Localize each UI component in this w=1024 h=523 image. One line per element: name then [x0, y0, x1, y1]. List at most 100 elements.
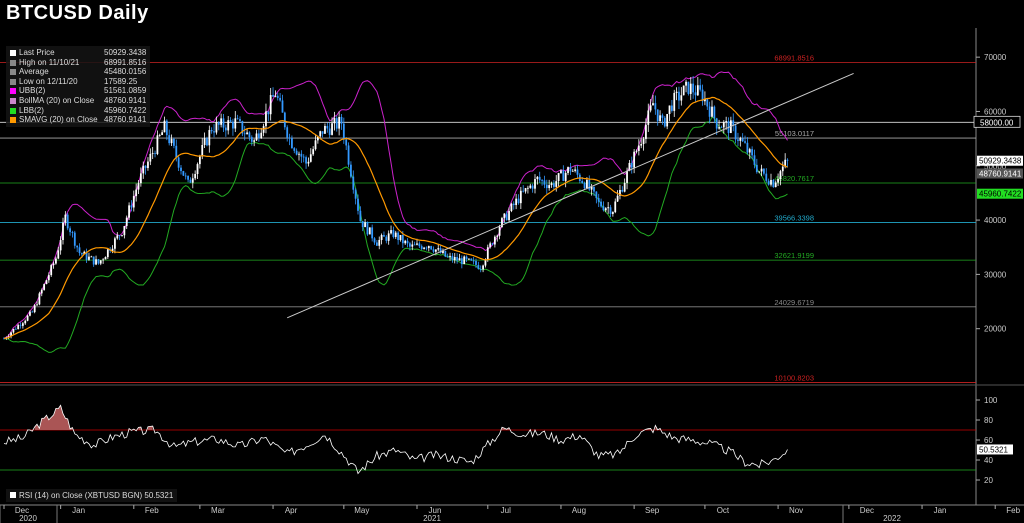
legend-value: 48760.9141	[104, 115, 147, 125]
candle-body	[3, 338, 5, 340]
candle-body	[121, 235, 123, 237]
candle-body	[220, 118, 223, 125]
candle-body	[147, 161, 149, 169]
legend-value: 68991.8516	[104, 57, 147, 67]
candle-body	[399, 235, 402, 241]
candle-body	[472, 260, 475, 262]
level-box	[973, 115, 1021, 128]
candle-body	[175, 145, 178, 158]
candle-body	[316, 136, 319, 141]
candle-body	[241, 121, 244, 134]
candle-body	[229, 120, 232, 122]
candle-body	[477, 264, 480, 269]
candle-body	[102, 259, 105, 261]
candle-body	[569, 167, 572, 172]
candle-body	[168, 135, 171, 144]
candle-body	[208, 130, 211, 146]
candle-body	[217, 122, 220, 125]
candle-body	[161, 132, 164, 135]
candle-body	[668, 105, 671, 115]
candle-body	[142, 165, 145, 174]
candle-body	[163, 120, 166, 133]
legend-value: 51561.0859	[104, 86, 147, 96]
candle-body	[404, 240, 407, 244]
candle-body	[583, 182, 586, 189]
candle-body	[19, 325, 22, 326]
price-label-box	[977, 155, 1023, 166]
legend-value: 48760.9141	[104, 95, 147, 105]
legend-name: SMAVG (20) on Close	[19, 115, 98, 125]
candle-body	[574, 169, 577, 171]
candle-body	[413, 244, 416, 246]
candle-body	[76, 245, 79, 248]
candle-body	[534, 179, 536, 189]
candle-body	[90, 256, 93, 258]
candle-body	[663, 117, 666, 127]
rsi-value-box	[977, 444, 1013, 455]
rsi-tick-label: 80	[984, 416, 993, 425]
candle-body	[475, 260, 477, 265]
month-label: Feb	[145, 506, 159, 515]
candle-body	[524, 188, 527, 192]
candle-body	[685, 81, 687, 86]
rsi-tick-label: 100	[984, 396, 998, 405]
candle-body	[158, 134, 161, 136]
legend-value: 45480.0156	[104, 67, 147, 77]
candle-body	[689, 83, 692, 94]
candle-body	[69, 228, 71, 233]
candle-body	[26, 315, 29, 321]
candle-body	[378, 240, 381, 246]
legend-name: Average	[19, 67, 49, 77]
candle-body	[678, 91, 680, 101]
candle-body	[24, 320, 27, 324]
candle-body	[31, 311, 34, 313]
candle-body	[295, 150, 298, 155]
candle-body	[397, 232, 400, 241]
candle-body	[604, 208, 607, 211]
candle-body	[85, 251, 88, 260]
candle-body	[347, 145, 350, 165]
legend-swatch	[10, 107, 16, 114]
candle-body	[333, 118, 336, 124]
legend-swatch	[10, 50, 16, 56]
candle-body	[203, 138, 206, 146]
candle-body	[307, 161, 310, 164]
candle-body	[659, 115, 661, 122]
candle-body	[10, 332, 12, 337]
legend-swatch	[10, 59, 16, 66]
candle-body	[416, 243, 418, 245]
candle-body	[149, 153, 152, 162]
candle-body	[692, 83, 695, 93]
candle-body	[64, 214, 67, 223]
candle-body	[453, 257, 456, 261]
month-label: Nov	[789, 506, 803, 515]
candle-body	[652, 103, 654, 106]
candle-body	[180, 167, 182, 172]
candle-body	[222, 118, 225, 128]
candle-body	[128, 205, 130, 218]
candle-body	[125, 217, 128, 227]
candle-body	[165, 120, 168, 136]
candle-body	[493, 236, 496, 245]
price-tick-label: 20000	[984, 325, 1007, 334]
candle-body	[510, 203, 513, 212]
candle-body	[630, 162, 633, 168]
legend-swatch	[10, 117, 16, 124]
month-label: Dec	[15, 506, 29, 515]
candle-body	[361, 221, 364, 228]
candle-body	[387, 233, 390, 241]
legend-item: LBB(2) 45960.7422	[10, 106, 146, 116]
candle-body	[531, 185, 534, 189]
candle-body	[55, 258, 57, 264]
rsi-tick-label: 20	[984, 476, 993, 485]
candle-body	[59, 240, 62, 251]
candle-body	[156, 135, 159, 154]
candle-body	[243, 133, 246, 135]
candle-body	[479, 268, 482, 270]
candle-body	[215, 122, 218, 133]
candle-body	[73, 232, 76, 246]
candle-body	[198, 156, 201, 165]
month-label: Apr	[285, 506, 298, 515]
candle-body	[213, 131, 215, 133]
price-tick-label: 50000	[984, 162, 1007, 171]
